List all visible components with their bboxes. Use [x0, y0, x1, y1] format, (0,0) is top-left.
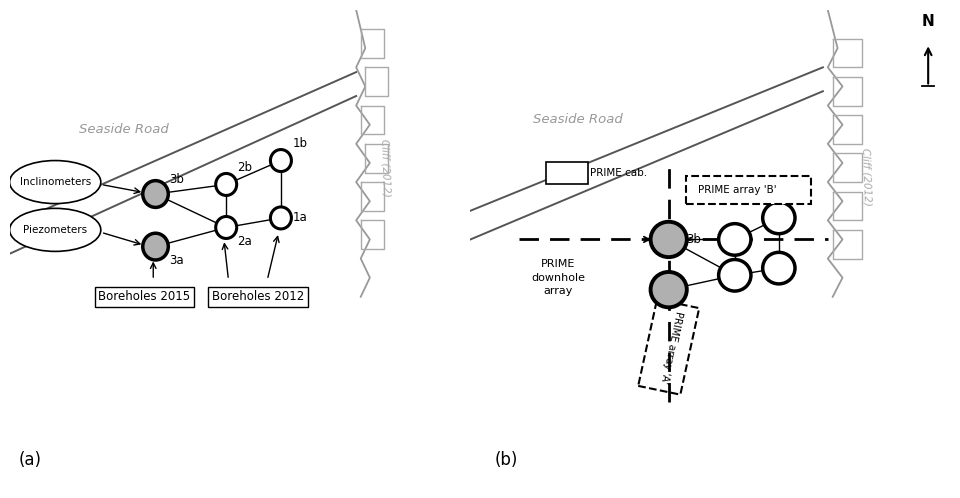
Circle shape — [762, 202, 795, 234]
Text: 1b: 1b — [292, 137, 307, 150]
Text: Boreholes 2012: Boreholes 2012 — [212, 290, 304, 303]
Circle shape — [651, 272, 686, 307]
Text: 3b: 3b — [685, 233, 701, 246]
Text: Seaside Road: Seaside Road — [79, 123, 168, 136]
Ellipse shape — [10, 160, 101, 204]
Text: (a): (a) — [19, 451, 41, 469]
Text: 2b: 2b — [237, 161, 252, 174]
Circle shape — [719, 224, 751, 255]
Bar — [546, 162, 588, 184]
Circle shape — [762, 252, 795, 284]
Text: PRIME cab.: PRIME cab. — [590, 168, 647, 178]
Bar — [638, 299, 699, 394]
Circle shape — [143, 233, 168, 260]
Bar — [685, 176, 810, 204]
Circle shape — [651, 222, 686, 257]
Text: Piezometers: Piezometers — [23, 225, 87, 235]
Circle shape — [143, 181, 168, 207]
Text: Inclinometers: Inclinometers — [19, 177, 91, 187]
Text: Cliff (2012): Cliff (2012) — [861, 148, 873, 207]
Text: 3a: 3a — [169, 254, 183, 267]
Text: PRIME array 'B': PRIME array 'B' — [698, 185, 777, 195]
Text: Boreholes 2015: Boreholes 2015 — [98, 290, 190, 303]
Text: PRIME array 'A': PRIME array 'A' — [659, 310, 684, 384]
Circle shape — [719, 259, 751, 291]
Text: PRIME
downhole
array: PRIME downhole array — [532, 259, 586, 296]
Circle shape — [271, 207, 292, 229]
Text: N: N — [922, 14, 934, 29]
Circle shape — [216, 173, 237, 195]
Text: 2a: 2a — [237, 236, 252, 249]
Circle shape — [216, 217, 237, 239]
Ellipse shape — [10, 208, 101, 251]
Text: Seaside Road: Seaside Road — [533, 114, 623, 126]
Text: (b): (b) — [495, 451, 518, 469]
Text: Cliff (2012): Cliff (2012) — [380, 138, 392, 197]
Circle shape — [271, 149, 292, 171]
Text: 3b: 3b — [169, 173, 184, 186]
Text: 1a: 1a — [292, 212, 307, 225]
